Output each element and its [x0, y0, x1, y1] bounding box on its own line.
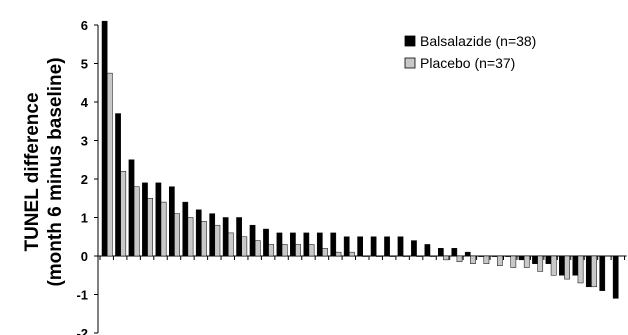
y-tick-label: 3	[81, 134, 88, 149]
bar-balsalazide	[357, 236, 363, 257]
bar-placebo	[375, 255, 382, 257]
bar-balsalazide	[249, 224, 256, 257]
bar-balsalazide	[290, 232, 296, 257]
bar-balsalazide	[236, 217, 242, 257]
y-axis-label-line1: TUNEL difference	[22, 92, 43, 251]
bars	[101, 20, 619, 299]
bar-balsalazide	[209, 213, 216, 257]
bar-balsalazide	[518, 255, 525, 261]
bar-placebo	[295, 244, 301, 257]
legend-swatch	[404, 35, 416, 47]
bar-placebo	[201, 221, 207, 257]
bar-balsalazide	[303, 232, 310, 257]
bar-placebo	[577, 255, 584, 284]
bar-placebo	[281, 244, 288, 257]
y-axis-label: TUNEL difference (month 6 minus baseline…	[22, 57, 66, 286]
axes	[94, 24, 627, 334]
bar-placebo	[429, 255, 436, 257]
bar-balsalazide	[316, 232, 323, 257]
bar-placebo	[308, 244, 315, 257]
bar-placebo	[456, 255, 463, 263]
y-tick-labels: -2 -1 0 1 2 3 4 5 6	[76, 18, 88, 335]
y-tick-label: -2	[76, 326, 88, 335]
bar-placebo	[389, 255, 396, 257]
legend-label: Balsalazide (n=38)	[420, 33, 536, 49]
bar-balsalazide	[343, 236, 350, 257]
bar-balsalazide	[222, 217, 229, 257]
legend-label: Placebo (n=37)	[420, 55, 515, 71]
bar-balsalazide	[599, 255, 606, 291]
y-tick-label: 5	[81, 57, 88, 72]
y-tick-label: 6	[81, 18, 88, 33]
bar-balsalazide	[585, 255, 592, 288]
bar-placebo	[564, 255, 570, 280]
bar-balsalazide	[276, 232, 283, 257]
bar-placebo	[133, 186, 140, 257]
bar-placebo	[174, 213, 180, 257]
legend-swatch	[404, 57, 416, 69]
bar-balsalazide	[370, 236, 377, 257]
y-tick-label: 4	[81, 95, 89, 110]
bar-placebo	[335, 251, 342, 257]
bar-placebo	[362, 255, 369, 257]
y-tick-label: 1	[81, 211, 88, 226]
bar-placebo	[497, 255, 503, 266]
bar-placebo	[510, 255, 517, 268]
bar-balsalazide	[142, 182, 148, 257]
bar-balsalazide	[545, 255, 552, 264]
bar-balsalazide	[101, 20, 108, 257]
bar-placebo	[523, 255, 530, 268]
y-tick-label: -1	[76, 288, 88, 303]
bar-placebo	[214, 224, 221, 257]
bar-placebo	[187, 217, 194, 257]
bar-balsalazide	[155, 182, 162, 257]
bar-balsalazide	[478, 255, 485, 257]
bar-placebo	[241, 236, 248, 257]
y-axis-label-line2: (month 6 minus baseline)	[45, 57, 66, 286]
bar-placebo	[591, 255, 597, 288]
bar-placebo	[470, 255, 476, 264]
bar-placebo	[147, 198, 154, 257]
bar-placebo	[160, 201, 167, 257]
y-tick-label: 0	[81, 249, 88, 264]
bar-placebo	[120, 171, 127, 257]
bar-balsalazide	[169, 186, 175, 257]
legend: Balsalazide (n=38) Placebo (n=37)	[404, 33, 536, 71]
bar-placebo	[268, 244, 275, 257]
bar-placebo	[254, 240, 261, 257]
bar-placebo	[550, 255, 557, 276]
bar-balsalazide	[532, 255, 538, 264]
bar-balsalazide	[384, 236, 390, 257]
bar-balsalazide	[424, 244, 431, 257]
bar-balsalazide	[505, 255, 511, 257]
bar-placebo	[228, 232, 234, 257]
bar-balsalazide	[491, 255, 498, 257]
bar-balsalazide	[263, 228, 269, 257]
bar-placebo	[537, 255, 544, 272]
bar-placebo	[443, 255, 449, 261]
bar-placebo	[416, 255, 422, 257]
bar-placebo	[322, 248, 328, 257]
bar-balsalazide	[115, 113, 121, 257]
bar-balsalazide	[330, 232, 337, 257]
bar-balsalazide	[195, 209, 202, 257]
bar-balsalazide	[128, 159, 135, 257]
bar-placebo	[483, 255, 490, 264]
bar-balsalazide	[572, 255, 579, 276]
bar-balsalazide	[451, 248, 458, 257]
bar-placebo	[349, 251, 355, 257]
bar-balsalazide	[559, 255, 565, 276]
bar-balsalazide	[464, 251, 471, 257]
bar-placebo	[402, 255, 409, 257]
bar-balsalazide	[411, 240, 417, 257]
y-tick-label: 2	[81, 172, 88, 187]
bar-balsalazide	[438, 248, 444, 257]
bar-balsalazide	[182, 201, 189, 257]
bar-placebo	[106, 72, 113, 257]
bar-balsalazide	[397, 236, 404, 257]
bar-balsalazide	[612, 255, 619, 299]
